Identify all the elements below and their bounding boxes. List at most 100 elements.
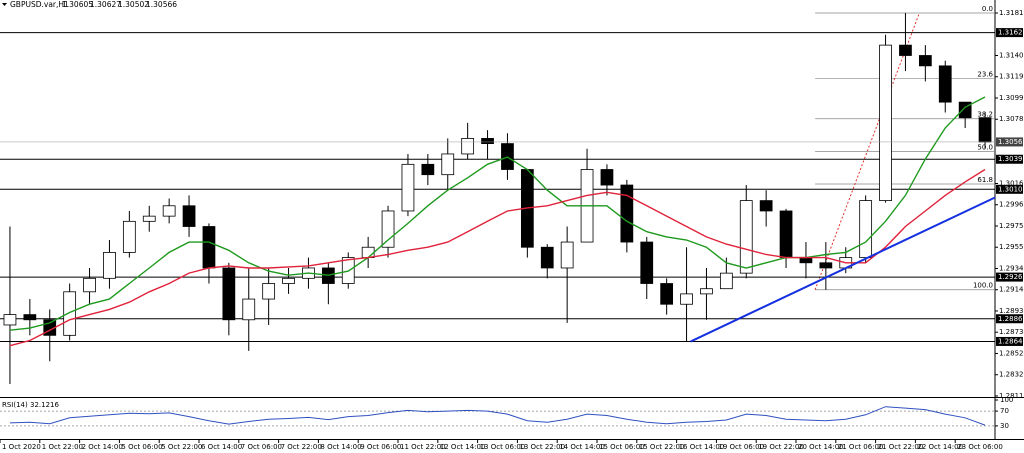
header-low: 1.30502	[118, 0, 149, 9]
header-open: 1.30605	[62, 0, 93, 9]
candle-body	[361, 246, 375, 259]
candle-body	[779, 210, 793, 259]
candle-body	[640, 241, 654, 284]
candle-body	[122, 220, 136, 253]
x-tick-label: 8 Oct 14:00	[320, 443, 361, 451]
fib-label: 23.6	[977, 70, 993, 78]
candle-body	[63, 291, 77, 336]
y-tick-label: 1.31195	[999, 73, 1024, 81]
candle-body	[262, 283, 276, 300]
fib-label: 61.8	[977, 176, 993, 184]
candle-body	[819, 262, 833, 269]
x-tick-label: 7 Oct 22:00	[281, 443, 322, 451]
candle-body	[958, 101, 972, 119]
candle-body	[859, 200, 873, 259]
candle-body	[282, 277, 295, 284]
price-tag	[996, 184, 1023, 194]
candle-body	[560, 241, 574, 269]
current-price-label: 1.30566	[998, 138, 1024, 146]
x-tick-label: 14 Oct 14:00	[559, 443, 605, 451]
y-tick-label: 1.31400	[999, 51, 1024, 59]
moving-average	[9, 168, 986, 347]
y-tick-label: 1.31810	[999, 9, 1024, 17]
candle-body	[222, 267, 236, 321]
candle-body	[242, 298, 256, 321]
rsi-name: RSI(14)	[2, 401, 28, 409]
x-tick-label: 23 Oct 06:00	[957, 443, 1003, 451]
price-tag-label: 1.30109	[998, 185, 1024, 193]
x-tick-label: 15 Oct 22:00	[639, 443, 685, 451]
candle-body	[759, 200, 773, 212]
x-tick-label: 13 Oct 22:00	[519, 443, 565, 451]
y-tick-label: 1.30990	[999, 94, 1024, 102]
candle-body	[421, 163, 435, 176]
candle-body	[799, 257, 813, 264]
x-tick-label: 13 Oct 06:00	[480, 443, 526, 451]
candle-body	[441, 153, 455, 176]
candle-body	[540, 246, 554, 269]
candle-body	[879, 44, 892, 201]
x-tick-label: 16 Oct 14:00	[679, 443, 725, 451]
candle-body	[600, 169, 614, 186]
x-tick-label: 19 Oct 22:00	[758, 443, 804, 451]
x-tick-label: 5 Oct 22:00	[161, 443, 202, 451]
y-tick-label: 1.29550	[999, 243, 1024, 251]
candle-body	[142, 215, 156, 222]
candle-body	[461, 138, 475, 155]
rsi-line	[9, 406, 986, 426]
x-tick-label: 5 Oct 06:00	[121, 443, 162, 451]
y-tick-label: 1.30785	[999, 115, 1024, 123]
candle-body	[83, 277, 96, 293]
candle-body	[481, 138, 494, 144]
price-tag	[996, 336, 1023, 346]
price-tag	[996, 272, 1023, 282]
candle-body	[401, 163, 415, 212]
price-tag	[996, 28, 1023, 38]
y-tick-label: 1.29960	[999, 201, 1024, 209]
price-tag	[996, 154, 1023, 164]
y-tick-label: 1.29755	[999, 222, 1024, 230]
y-tick-label: 1.28730	[999, 328, 1024, 336]
candle-body	[3, 314, 17, 326]
x-tick-label: 1 Oct 22:00	[42, 443, 83, 451]
header-close: 1.30566	[146, 0, 177, 9]
current-price-tag	[996, 137, 1023, 147]
price-tag-label: 1.29262	[998, 273, 1024, 281]
candle-body	[23, 314, 37, 321]
x-tick-label: 19 Oct 06:00	[718, 443, 764, 451]
x-tick-label: 21 Oct 22:00	[878, 443, 924, 451]
candle-body	[978, 117, 992, 143]
rsi-tick-label: 100	[1000, 396, 1013, 404]
candle-body	[739, 200, 753, 274]
x-tick-label: 11 Oct 22:00	[400, 443, 446, 451]
y-tick-label: 1.28320	[999, 371, 1024, 379]
y-tick-label: 1.28935	[999, 307, 1024, 315]
price-tag-label: 1.28860	[998, 315, 1024, 323]
x-tick-label: 2 Oct 14:00	[82, 443, 123, 451]
candle-body	[381, 210, 395, 248]
price-tag-label: 1.30399	[998, 155, 1024, 163]
x-tick-label: 15 Oct 06:00	[599, 443, 645, 451]
x-tick-label: 22 Oct 14:00	[917, 443, 963, 451]
candle-body	[202, 226, 216, 269]
candle-body	[162, 205, 176, 217]
menu-arrow[interactable]	[2, 3, 7, 6]
trendline	[690, 196, 996, 343]
candle-body	[103, 252, 116, 279]
x-tick-label: 7 Oct 06:00	[241, 443, 282, 451]
rsi-tick-label: 70	[1000, 407, 1009, 415]
moving-average	[9, 96, 986, 331]
y-tick-label: 1.28525	[999, 349, 1024, 357]
fib-diagonal	[814, 12, 920, 290]
y-tick-label: 1.30165	[999, 179, 1024, 187]
fib-label: 100.0	[973, 282, 993, 290]
rsi-tick-label: 30	[1000, 422, 1009, 430]
candle-body	[182, 205, 196, 227]
rsi-value: 32.1216	[30, 401, 59, 409]
x-tick-label: 1 Oct 2020	[2, 443, 41, 451]
header-high: 1.30627	[90, 0, 121, 9]
